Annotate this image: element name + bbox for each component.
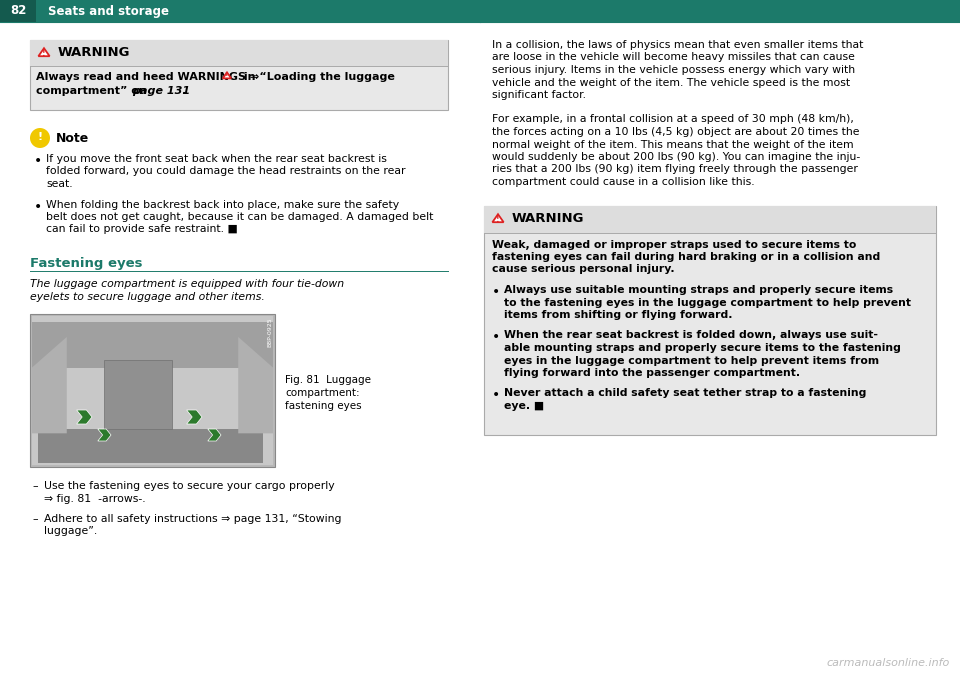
Text: 82: 82	[10, 5, 26, 18]
FancyBboxPatch shape	[0, 0, 36, 22]
Text: eye. ■: eye. ■	[504, 401, 544, 411]
Text: •: •	[492, 285, 500, 299]
Text: Seats and storage: Seats and storage	[48, 5, 169, 18]
Text: compartment could cause in a collision like this.: compartment could cause in a collision l…	[492, 177, 755, 187]
Text: vehicle and the weight of the item. The vehicle speed is the most: vehicle and the weight of the item. The …	[492, 78, 851, 88]
Text: compartment” on: compartment” on	[36, 86, 151, 96]
FancyBboxPatch shape	[0, 0, 960, 22]
Text: •: •	[492, 330, 500, 345]
Text: •: •	[492, 388, 500, 403]
Text: Never attach a child safety seat tether strap to a fastening: Never attach a child safety seat tether …	[504, 388, 866, 398]
Text: !: !	[37, 133, 42, 143]
Text: serious injury. Items in the vehicle possess energy which vary with: serious injury. Items in the vehicle pos…	[492, 65, 855, 75]
Text: !: !	[226, 72, 228, 81]
Circle shape	[30, 128, 50, 148]
Text: .: .	[182, 86, 186, 96]
Polygon shape	[32, 337, 67, 433]
Text: WARNING: WARNING	[58, 46, 131, 60]
Text: WARNING: WARNING	[512, 212, 585, 226]
Text: !: !	[42, 49, 46, 58]
Text: Fig. 81  Luggage: Fig. 81 Luggage	[285, 375, 371, 385]
FancyBboxPatch shape	[30, 40, 448, 66]
Text: •: •	[34, 154, 42, 168]
Text: !: !	[496, 215, 500, 224]
Text: can fail to provide safe restraint. ■: can fail to provide safe restraint. ■	[46, 224, 238, 235]
FancyBboxPatch shape	[484, 205, 936, 435]
Text: When the rear seat backrest is folded down, always use suit-: When the rear seat backrest is folded do…	[504, 330, 878, 341]
Text: carmanualsonline.info: carmanualsonline.info	[827, 658, 950, 668]
Polygon shape	[223, 72, 231, 78]
Text: normal weight of the item. This means that the weight of the item: normal weight of the item. This means th…	[492, 139, 853, 150]
FancyBboxPatch shape	[38, 429, 263, 463]
Text: In a collision, the laws of physics mean that even smaller items that: In a collision, the laws of physics mean…	[492, 40, 863, 50]
Text: For example, in a frontal collision at a speed of 30 mph (48 km/h),: For example, in a frontal collision at a…	[492, 114, 853, 124]
Text: Always read and heed WARNINGS ⇒: Always read and heed WARNINGS ⇒	[36, 72, 263, 82]
Text: items from shifting or flying forward.: items from shifting or flying forward.	[504, 310, 732, 320]
Text: •: •	[34, 199, 42, 214]
Polygon shape	[98, 429, 111, 441]
Text: fastening eyes: fastening eyes	[285, 401, 362, 411]
Polygon shape	[238, 337, 273, 433]
Text: luggage”.: luggage”.	[44, 526, 97, 537]
Text: flying forward into the passenger compartment.: flying forward into the passenger compar…	[504, 368, 800, 378]
Polygon shape	[38, 48, 50, 56]
Text: fastening eyes can fail during hard braking or in a collision and: fastening eyes can fail during hard brak…	[492, 252, 880, 262]
Polygon shape	[492, 214, 504, 222]
Text: Always use suitable mounting straps and properly secure items: Always use suitable mounting straps and …	[504, 285, 893, 295]
Text: ⇒ fig. 81  -arrows-.: ⇒ fig. 81 -arrows-.	[44, 494, 146, 503]
Text: would suddenly be about 200 lbs (90 kg). You can imagine the inju-: would suddenly be about 200 lbs (90 kg).…	[492, 152, 860, 162]
FancyBboxPatch shape	[32, 322, 273, 368]
Text: able mounting straps and properly secure items to the fastening: able mounting straps and properly secure…	[504, 343, 900, 353]
Text: in “Loading the luggage: in “Loading the luggage	[240, 72, 395, 82]
Text: –: –	[32, 514, 37, 524]
Text: If you move the front seat back when the rear seat backrest is: If you move the front seat back when the…	[46, 154, 387, 164]
Text: eyes in the luggage compartment to help prevent items from: eyes in the luggage compartment to help …	[504, 356, 879, 366]
FancyBboxPatch shape	[32, 316, 273, 465]
Text: folded forward, you could damage the head restraints on the rear: folded forward, you could damage the hea…	[46, 167, 405, 177]
FancyBboxPatch shape	[104, 360, 172, 429]
Text: cause serious personal injury.: cause serious personal injury.	[492, 265, 675, 275]
Text: the forces acting on a 10 lbs (4,5 kg) object are about 20 times the: the forces acting on a 10 lbs (4,5 kg) o…	[492, 127, 859, 137]
Polygon shape	[207, 429, 221, 441]
Polygon shape	[186, 410, 202, 424]
Text: page 131: page 131	[132, 86, 190, 96]
Text: belt does not get caught, because it can be damaged. A damaged belt: belt does not get caught, because it can…	[46, 212, 433, 222]
Text: Adhere to all safety instructions ⇒ page 131, “Stowing: Adhere to all safety instructions ⇒ page…	[44, 514, 342, 524]
Text: compartment:: compartment:	[285, 388, 360, 398]
Text: are loose in the vehicle will become heavy missiles that can cause: are loose in the vehicle will become hea…	[492, 52, 854, 63]
Text: significant factor.: significant factor.	[492, 90, 586, 100]
Text: Fastening eyes: Fastening eyes	[30, 257, 142, 270]
FancyBboxPatch shape	[30, 40, 448, 110]
Polygon shape	[77, 410, 92, 424]
Text: Use the fastening eyes to secure your cargo properly: Use the fastening eyes to secure your ca…	[44, 481, 335, 491]
Text: The luggage compartment is equipped with four tie-down: The luggage compartment is equipped with…	[30, 279, 344, 289]
Text: When folding the backrest back into place, make sure the safety: When folding the backrest back into plac…	[46, 199, 399, 209]
FancyBboxPatch shape	[484, 205, 936, 233]
Text: Weak, damaged or improper straps used to secure items to: Weak, damaged or improper straps used to…	[492, 239, 856, 250]
Text: to the fastening eyes in the luggage compartment to help prevent: to the fastening eyes in the luggage com…	[504, 298, 911, 307]
Text: eyelets to secure luggage and other items.: eyelets to secure luggage and other item…	[30, 292, 265, 301]
Text: seat.: seat.	[46, 179, 73, 189]
Text: B8P-0925: B8P-0925	[267, 317, 272, 347]
Text: –: –	[32, 481, 37, 491]
Text: ries that a 200 lbs (90 kg) item flying freely through the passenger: ries that a 200 lbs (90 kg) item flying …	[492, 165, 858, 175]
FancyBboxPatch shape	[30, 314, 275, 467]
Text: Note: Note	[56, 132, 89, 145]
